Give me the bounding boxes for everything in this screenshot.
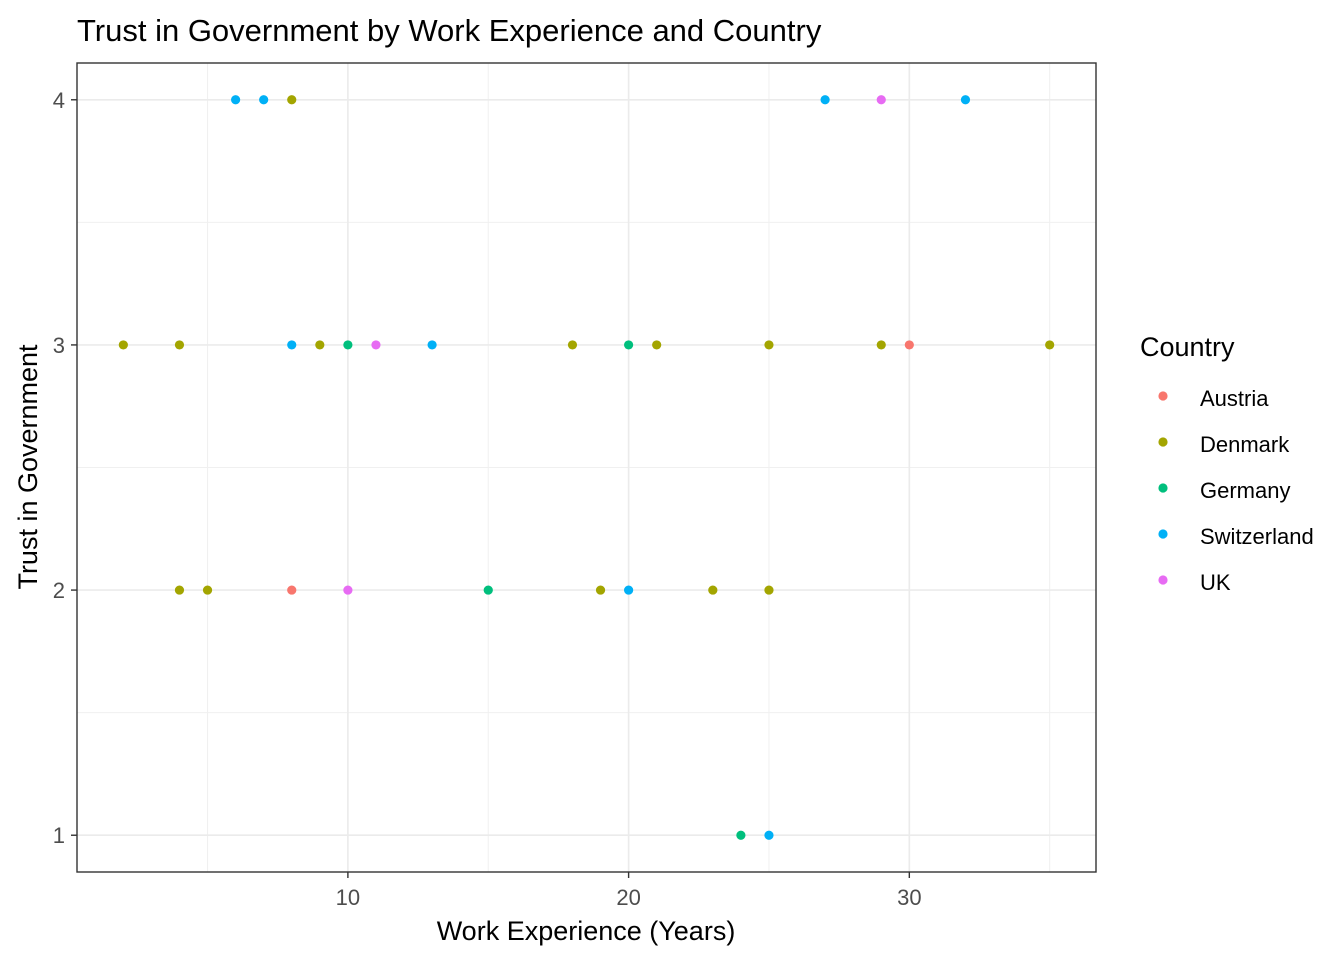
data-point-switzerland [231, 95, 241, 105]
data-point-denmark [118, 340, 128, 350]
data-point-denmark [287, 95, 297, 105]
data-point-denmark [764, 585, 774, 595]
legend-key-uk [1158, 575, 1168, 585]
legend-key-switzerland [1158, 529, 1168, 539]
legend-key-germany [1158, 483, 1168, 493]
grid [77, 63, 1096, 872]
y-tick-label: 1 [53, 823, 65, 848]
points [118, 95, 1055, 840]
x-axis-label: Work Experience (Years) [437, 916, 736, 946]
data-point-switzerland [624, 585, 634, 595]
data-point-uk [876, 95, 886, 105]
data-point-germany [624, 340, 634, 350]
legend-key-austria [1158, 391, 1168, 401]
data-point-germany [736, 830, 746, 840]
data-point-denmark [876, 340, 886, 350]
axes: 10 20 30 1 2 3 4 [53, 88, 922, 910]
data-point-austria [287, 585, 297, 595]
data-point-switzerland [960, 95, 971, 105]
data-point-denmark [764, 340, 774, 350]
legend-label: Denmark [1200, 432, 1290, 457]
data-point-switzerland [427, 340, 437, 350]
data-point-denmark [315, 340, 325, 350]
data-point-denmark [652, 340, 662, 350]
data-point-austria [904, 340, 914, 350]
data-point-denmark [567, 340, 578, 350]
y-tick-label: 2 [53, 578, 65, 603]
legend-key-denmark [1158, 437, 1168, 447]
y-tick-label: 3 [53, 333, 65, 358]
data-point-denmark [174, 340, 185, 350]
data-point-germany [343, 340, 353, 350]
data-point-denmark [174, 585, 185, 595]
data-point-uk [371, 340, 381, 350]
data-point-switzerland [287, 340, 297, 350]
data-point-denmark [202, 585, 213, 595]
y-tick-label: 4 [53, 88, 65, 113]
x-tick-label: 10 [336, 885, 360, 910]
chart-title: Trust in Government by Work Experience a… [77, 13, 822, 48]
y-axis-label: Trust in Government [13, 344, 43, 590]
x-tick-label: 30 [897, 885, 921, 910]
data-point-denmark [708, 585, 718, 595]
data-point-switzerland [259, 95, 269, 105]
legend-label: Austria [1200, 386, 1269, 411]
panel-border [76, 62, 1097, 873]
x-tick-label: 20 [616, 885, 640, 910]
data-point-germany [483, 585, 493, 595]
legend-label: Switzerland [1200, 524, 1314, 549]
data-point-switzerland [764, 830, 774, 840]
legend-label: Germany [1200, 478, 1290, 503]
legend-label: UK [1200, 570, 1231, 595]
data-point-denmark [1045, 340, 1055, 350]
data-point-denmark [595, 585, 606, 595]
data-point-uk [343, 585, 353, 595]
legend: Austria Denmark Germany Switzerland UK [1158, 386, 1314, 595]
data-point-switzerland [820, 95, 830, 105]
legend-title: Country [1140, 332, 1235, 362]
